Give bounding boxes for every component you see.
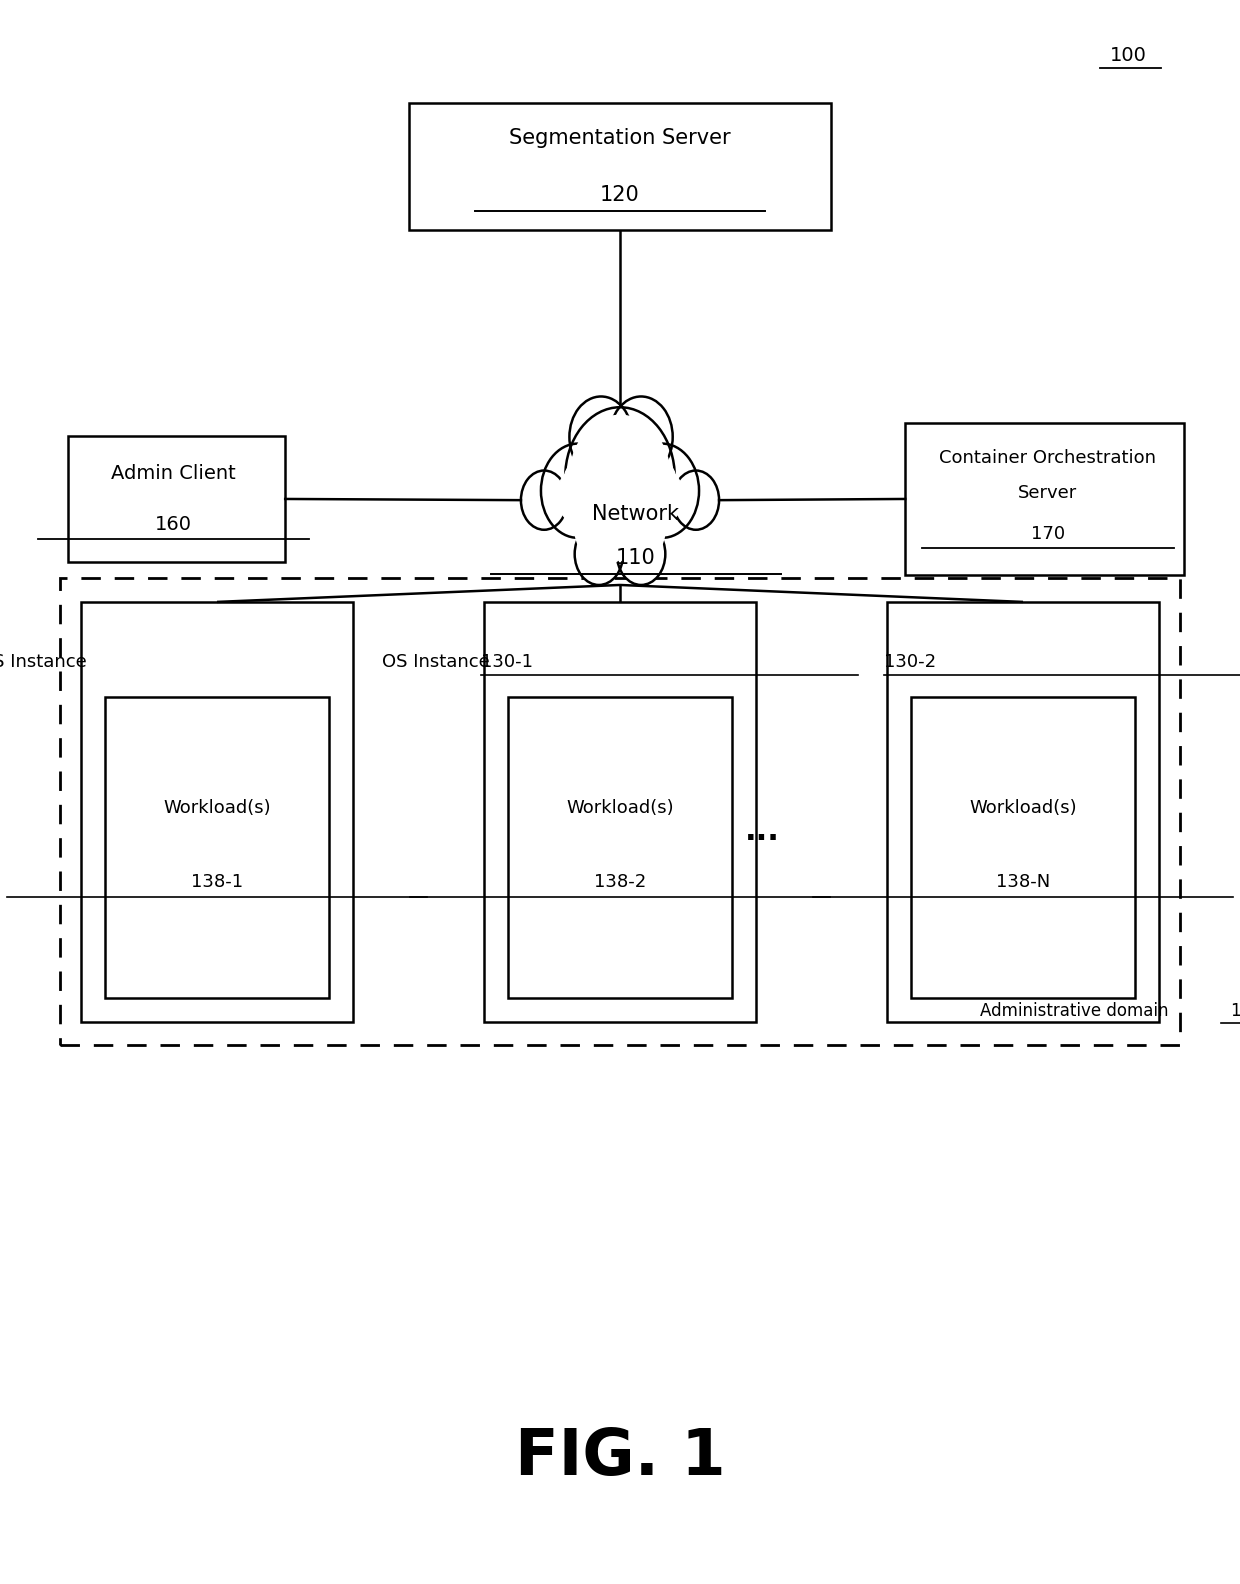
Text: Administrative domain: Administrative domain <box>980 1001 1168 1020</box>
Circle shape <box>562 450 625 531</box>
Circle shape <box>672 470 719 529</box>
Bar <box>409 103 831 230</box>
Text: 130-2: 130-2 <box>884 653 936 672</box>
Bar <box>887 602 1159 1022</box>
Circle shape <box>557 469 599 523</box>
Circle shape <box>574 523 624 584</box>
Bar <box>81 602 353 1022</box>
Circle shape <box>615 450 678 531</box>
Bar <box>905 423 1184 575</box>
Text: 138-1: 138-1 <box>191 873 243 892</box>
Text: 138-2: 138-2 <box>594 873 646 892</box>
Text: 130-1: 130-1 <box>481 653 533 672</box>
Text: Network: Network <box>593 504 680 524</box>
Text: Workload(s): Workload(s) <box>567 798 673 817</box>
Circle shape <box>569 415 671 545</box>
Bar <box>508 697 732 998</box>
Circle shape <box>616 523 666 584</box>
Text: OS Instance: OS Instance <box>382 653 495 672</box>
Text: 138-N: 138-N <box>996 873 1050 892</box>
Text: OS Instance: OS Instance <box>0 653 92 672</box>
Text: Admin Client: Admin Client <box>112 464 236 483</box>
Circle shape <box>565 407 675 546</box>
Bar <box>105 697 329 998</box>
Text: Server: Server <box>1018 483 1078 502</box>
Circle shape <box>574 489 634 565</box>
Bar <box>68 436 285 562</box>
Text: 170: 170 <box>1030 524 1065 543</box>
Text: 160: 160 <box>155 515 192 534</box>
Circle shape <box>610 396 672 477</box>
Text: 150: 150 <box>1230 1001 1240 1020</box>
Bar <box>60 578 1180 1045</box>
Text: 110: 110 <box>616 548 656 569</box>
Text: 120: 120 <box>600 185 640 204</box>
Text: Segmentation Server: Segmentation Server <box>510 128 730 147</box>
Circle shape <box>541 444 615 539</box>
Circle shape <box>641 469 683 523</box>
Text: Workload(s): Workload(s) <box>970 798 1076 817</box>
Text: Workload(s): Workload(s) <box>164 798 270 817</box>
Circle shape <box>625 444 699 539</box>
Text: ...: ... <box>745 817 780 846</box>
Bar <box>911 697 1135 998</box>
Text: FIG. 1: FIG. 1 <box>515 1426 725 1489</box>
Circle shape <box>521 470 567 529</box>
Circle shape <box>606 489 666 565</box>
Circle shape <box>569 396 632 477</box>
Text: 100: 100 <box>1110 46 1147 65</box>
Circle shape <box>596 417 644 475</box>
Bar <box>484 602 756 1022</box>
Text: Container Orchestration: Container Orchestration <box>940 448 1156 467</box>
